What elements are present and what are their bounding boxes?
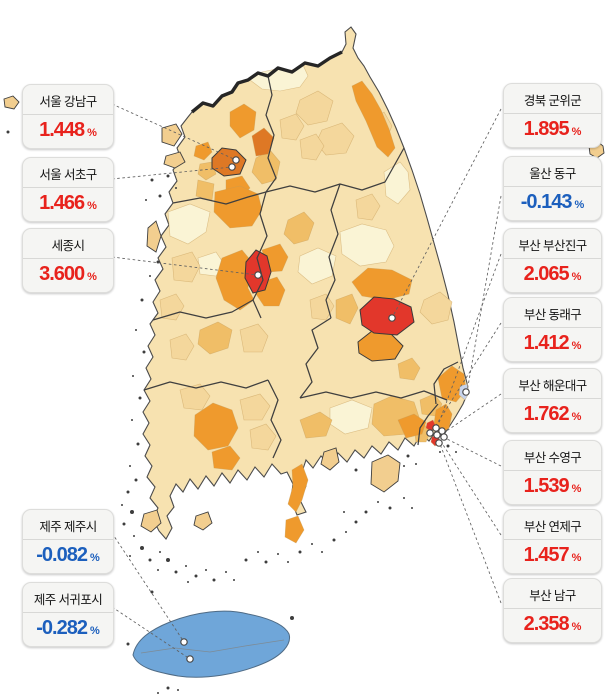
callout-value: 1.448% — [39, 119, 97, 141]
callout-busan-busanjin: 부산 부산진구 2.065% — [503, 228, 602, 293]
callout-value: 2.065% — [523, 263, 582, 285]
callout-value: 1.539% — [523, 475, 582, 497]
marker-gyeongbuk-gunwi — [388, 314, 396, 322]
callout-value: 1.412% — [523, 332, 582, 354]
callout-value: -0.282% — [36, 617, 100, 639]
marker-seoul-seocho — [228, 163, 236, 171]
callout-jeju-seogwipo: 제주 서귀포시 -0.282% — [22, 582, 114, 647]
callout-region-label: 서울 서초구 — [23, 158, 113, 188]
callout-value: -0.143% — [520, 191, 585, 213]
callout-region-label: 서울 강남구 — [23, 85, 113, 115]
province-borders — [143, 75, 459, 459]
marker-jeju-jeju — [180, 638, 188, 646]
callout-region-label: 부산 수영구 — [504, 441, 601, 471]
callout-region-label: 부산 동래구 — [504, 298, 601, 328]
marker-busan-dongnae — [432, 424, 440, 432]
callout-busan-suyeong: 부산 수영구 1.539% — [503, 440, 602, 505]
marker-busan-nam — [435, 439, 443, 447]
callout-region-label: 제주 제주시 — [23, 510, 113, 540]
marker-sejong — [254, 271, 262, 279]
callout-ulsan-dong: 울산 동구 -0.143% — [503, 156, 602, 221]
callout-value: 2.358% — [523, 613, 582, 635]
callout-region-label: 세종시 — [23, 229, 113, 259]
dmz-border — [190, 50, 343, 114]
callout-value: 1.457% — [523, 544, 582, 566]
geoje-island — [370, 454, 401, 493]
marker-busan-busanjin — [426, 429, 434, 437]
region-markers — [180, 156, 470, 663]
callout-busan-haeundae: 부산 해운대구 1.762% — [503, 368, 602, 433]
callout-region-label: 울산 동구 — [504, 157, 601, 187]
callout-jeju-jeju: 제주 제주시 -0.082% — [22, 509, 114, 574]
wando-island — [193, 511, 213, 531]
callout-seoul-gangnam: 서울 강남구 1.448% — [22, 84, 114, 149]
marker-seoul-gangnam — [232, 156, 240, 164]
callout-busan-yeonje: 부산 연제구 1.457% — [503, 509, 602, 574]
seoul-region — [211, 147, 247, 177]
callout-region-label: 부산 부산진구 — [504, 229, 601, 259]
jindo-island — [140, 509, 162, 533]
callout-value: -0.082% — [36, 544, 100, 566]
gunwi-region — [359, 296, 415, 336]
marker-busan-suyeong — [440, 433, 448, 441]
callout-value: 1.466% — [39, 192, 97, 214]
yeongjong-island — [163, 151, 186, 169]
callout-region-label: 경북 군위군 — [504, 84, 601, 114]
marker-jeju-seogwipo — [186, 655, 194, 663]
callout-value: 1.762% — [523, 403, 582, 425]
baengnyeong-island — [3, 95, 20, 110]
leader-lines — [111, 103, 502, 660]
callout-region-label: 부산 연제구 — [504, 510, 601, 540]
marker-busan-yeonje — [433, 431, 441, 439]
region-patches — [159, 64, 470, 544]
callout-region-label: 부산 남구 — [504, 579, 601, 609]
callout-value: 1.895% — [523, 118, 582, 140]
callout-sejong: 세종시 3.600% — [22, 228, 114, 293]
callout-region-label: 제주 서귀포시 — [23, 583, 113, 613]
callout-value: 3.600% — [39, 263, 97, 285]
jeju-island — [132, 610, 291, 678]
namhae-island — [320, 447, 340, 471]
callout-seoul-seocho: 서울 서초구 1.466% — [22, 157, 114, 222]
callout-gyeongbuk-gunwi: 경북 군위군 1.895% — [503, 83, 602, 148]
callout-region-label: 부산 해운대구 — [504, 369, 601, 399]
ganghwa-island — [161, 123, 183, 147]
anmyeon-island — [146, 220, 162, 253]
marker-ulsan-dong — [462, 388, 470, 396]
callout-busan-dongnae: 부산 동래구 1.412% — [503, 297, 602, 362]
callout-busan-nam: 부산 남구 2.358% — [503, 578, 602, 643]
islands — [3, 95, 605, 533]
